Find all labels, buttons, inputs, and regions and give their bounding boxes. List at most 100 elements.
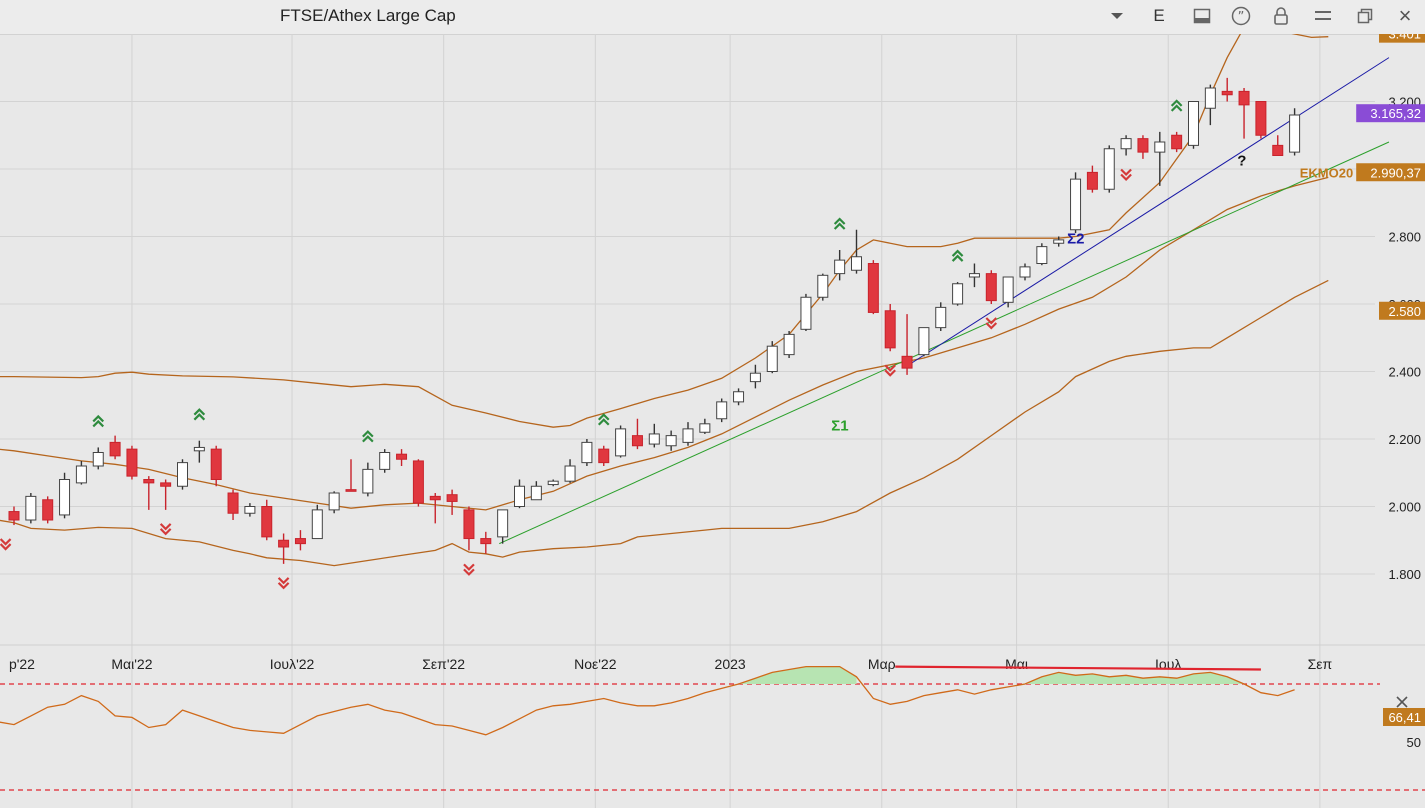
rsi-panel: 50 66,41	[0, 665, 1425, 791]
candle-body	[1137, 138, 1149, 153]
rsi-close-icon[interactable]	[1396, 696, 1408, 708]
buy-signal-icon	[92, 414, 105, 428]
candle-body	[1103, 148, 1115, 190]
candle-body	[328, 492, 340, 511]
candle	[345, 459, 357, 492]
candle	[1053, 236, 1065, 247]
buy-signal-icon	[362, 430, 374, 443]
candle	[968, 263, 980, 288]
candle-body	[851, 256, 862, 271]
candle	[817, 273, 829, 301]
rsi-value-tag-bg	[1383, 708, 1425, 726]
candle-body	[480, 538, 492, 545]
restore-icon[interactable]	[1352, 4, 1378, 28]
candle-body	[968, 273, 980, 278]
chevron-down-icon[interactable]	[1104, 4, 1130, 28]
signal-markers: ?	[0, 99, 1246, 590]
rsi-overbought-fill	[738, 666, 857, 684]
candle	[615, 425, 627, 458]
candle-body	[193, 446, 205, 452]
candle-body	[1221, 90, 1233, 96]
candle-body	[294, 538, 306, 545]
candle-body	[160, 482, 172, 487]
menu-icon[interactable]	[1310, 4, 1336, 28]
candle	[800, 293, 812, 331]
lower-band-line	[0, 279, 1329, 567]
x-tick-label: Σεπ'22	[422, 656, 465, 672]
candle	[1036, 243, 1048, 266]
panel-icon[interactable]	[1189, 4, 1215, 28]
candle	[1171, 131, 1183, 153]
x-tick-label: Νοε'22	[574, 656, 617, 672]
candle-body	[1204, 87, 1216, 109]
candlesticks	[8, 77, 1301, 564]
candle-body	[463, 509, 475, 540]
candle-body	[615, 428, 627, 457]
middle-band-line	[0, 176, 1329, 511]
candle-body	[42, 499, 54, 521]
candle	[682, 422, 694, 446]
candle	[1238, 88, 1250, 139]
candle-body	[935, 306, 947, 329]
lock-icon[interactable]	[1268, 4, 1294, 28]
candle	[699, 418, 711, 434]
candle-body	[631, 435, 643, 447]
buy-signal-icon	[951, 249, 964, 262]
candle	[1137, 135, 1149, 159]
candle	[952, 282, 964, 306]
price-tag-bg	[1356, 104, 1425, 123]
candle	[244, 503, 256, 517]
price-tag-bg	[1379, 301, 1425, 320]
candle	[918, 327, 930, 357]
candle	[497, 509, 509, 544]
candle-body	[598, 448, 610, 464]
candle-body	[1120, 138, 1132, 150]
quote-icon[interactable]: ”	[1228, 4, 1254, 28]
candle	[311, 504, 323, 540]
candle-body	[92, 452, 104, 467]
candle-body	[1019, 266, 1031, 278]
candle-body	[227, 492, 239, 514]
candle	[75, 460, 87, 485]
candle	[25, 493, 37, 524]
candle-body	[429, 495, 441, 501]
candle	[261, 499, 273, 541]
rsi-divergence-line	[895, 665, 1261, 671]
candle	[1070, 172, 1082, 234]
price-tag-value: 3.401	[1388, 34, 1421, 42]
candle	[294, 530, 306, 551]
candle-body	[261, 506, 273, 538]
candle-body	[514, 485, 525, 507]
candle-body	[311, 509, 323, 540]
question-mark-label: ?	[1237, 153, 1246, 170]
close-icon[interactable]: ×	[1398, 3, 1412, 28]
candle	[143, 476, 155, 510]
y-tick-label: 1.800	[1388, 567, 1421, 582]
e-button[interactable]: E	[1153, 6, 1165, 25]
y-tick-label: 2.200	[1388, 432, 1421, 447]
candle-body	[446, 494, 458, 502]
candle-body	[699, 423, 711, 433]
x-axis-labels: p'22 Μαι'22 Ιουλ'22 Σεπ'22 Νοε'22 2023 Μαρ Μαι Ι…	[9, 656, 1333, 672]
svg-text:”: ”	[1238, 10, 1245, 25]
candle-body	[867, 263, 879, 313]
bollinger-bands	[0, 34, 1329, 567]
candle-body	[177, 462, 188, 487]
price-tag-bg	[1379, 34, 1425, 43]
candle	[362, 462, 374, 497]
candle	[42, 496, 54, 524]
candle	[733, 388, 745, 406]
candle-body	[530, 485, 542, 501]
candle	[1002, 276, 1014, 308]
candle-body	[884, 310, 896, 349]
candle-body	[25, 495, 37, 521]
candle	[985, 270, 997, 304]
rsi-value-tag: 66,41	[1383, 708, 1425, 726]
candle	[177, 459, 188, 490]
candle-body	[682, 428, 694, 443]
candle	[379, 449, 391, 473]
price-tag-value: 3.165,32	[1370, 106, 1421, 121]
candle-body	[412, 460, 424, 504]
candle	[598, 445, 610, 466]
candle	[278, 533, 290, 564]
